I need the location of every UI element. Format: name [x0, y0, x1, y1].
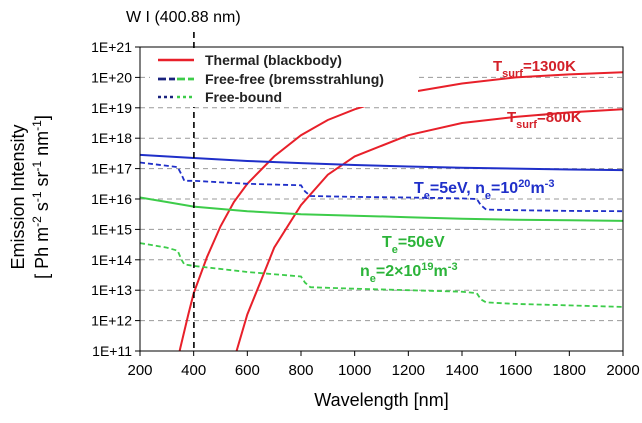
series-labels: Tsurf=1300K Tsurf=800K Te=5eV, ne=1020m-3 T…: [360, 58, 582, 285]
x-tick-label: 2000: [606, 362, 639, 379]
y-tick-label: 1E+17: [91, 161, 132, 177]
x-tick-labels: 200 400 600 800 1000 1200 1400 1600 1800 2000: [127, 351, 640, 379]
series-line-6: [140, 242, 623, 308]
y-tick-label: 1E+12: [91, 313, 132, 329]
legend-label: Free-free (bremsstrahlung): [205, 71, 384, 87]
wavelength-marker-annotation: W I (400.88 nm): [126, 9, 241, 26]
x-tick-label: 600: [235, 362, 260, 379]
x-tick-label: 1400: [445, 362, 478, 379]
y-axis-label-line1: Emission Intensity: [8, 124, 28, 269]
label-ne-2e19: ne=2×1019m-3: [360, 261, 458, 285]
label-tsurf-1300k: Tsurf=1300K: [493, 58, 576, 80]
x-tick-label: 1000: [338, 362, 371, 379]
legend: Thermal (blackbody) Free-free (bremsstrah…: [150, 49, 418, 107]
legend-label: Free-bound: [205, 89, 282, 105]
x-tick-label: 200: [127, 362, 152, 379]
legend-background: [150, 49, 418, 107]
x-tick-label: 400: [181, 362, 206, 379]
series-line-5: [140, 196, 623, 222]
label-tsurf-800k: Tsurf=800K: [507, 109, 582, 131]
x-tick-label: 1800: [553, 362, 586, 379]
series-line-2: [235, 108, 623, 351]
x-tick-label: 800: [288, 362, 313, 379]
y-tick-label: 1E+21: [91, 39, 132, 55]
legend-label: Thermal (blackbody): [205, 52, 342, 68]
y-tick-label: 1E+14: [91, 252, 132, 268]
x-tick-label: 1200: [392, 362, 425, 379]
series-line-1: [178, 71, 623, 351]
y-tick-label: 1E+11: [92, 343, 132, 359]
x-tick-label: 1600: [499, 362, 532, 379]
y-tick-label: 1E+15: [91, 221, 132, 237]
series-line-3: [140, 153, 623, 172]
y-tick-label: 1E+18: [91, 130, 132, 146]
y-tick-label: 1E+19: [91, 100, 132, 116]
y-tick-label: 1E+13: [91, 282, 132, 298]
label-te-50ev: Te=50eV: [382, 234, 445, 256]
series-line-4: [140, 161, 623, 213]
x-axis-label: Wavelength [nm]: [314, 390, 448, 410]
label-te-5ev: Te=5eV, ne=1020m-3: [414, 178, 554, 202]
y-tick-label: 1E+20: [91, 69, 132, 85]
y-tick-labels: 1E+11 1E+12 1E+13 1E+14 1E+15 1E+16 1E+17 1E+18…: [91, 39, 140, 359]
y-axis-label-line2: [ Ph m-2 s-1 sr-1 nm-1]: [30, 115, 52, 279]
series-group: [140, 71, 623, 351]
y-tick-label: 1E+16: [91, 191, 132, 207]
